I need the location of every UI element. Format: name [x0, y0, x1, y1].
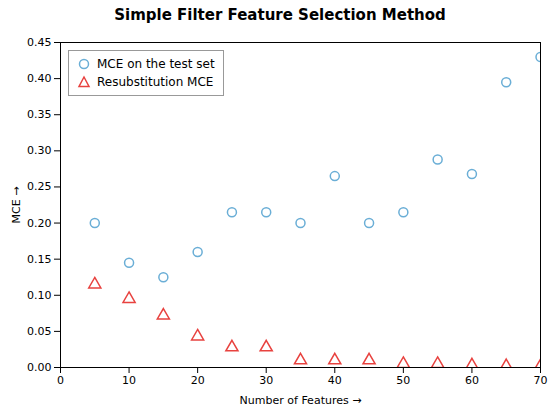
- html-text:Simple Filter Feature Selectio: Simple Filter Feature Selection Method: [114, 6, 446, 24]
- svg-text:0.20: 0.20: [27, 217, 52, 230]
- svg-text:0.10: 0.10: [27, 289, 52, 302]
- svg-text:50: 50: [396, 374, 410, 387]
- svg-text:60: 60: [465, 374, 479, 387]
- svg-text:MCE →: MCE →: [10, 187, 23, 224]
- svg-text:20: 20: [191, 374, 205, 387]
- svg-text:0.25: 0.25: [27, 180, 52, 193]
- svg-text:40: 40: [328, 374, 342, 387]
- html-text:MCE on the test set: MCE on the test set: [97, 57, 215, 71]
- svg-text:10: 10: [122, 374, 136, 387]
- html-text:Resubstitution MCE: Resubstitution MCE: [97, 75, 214, 89]
- svg-text:0.40: 0.40: [27, 72, 52, 85]
- svg-text:0: 0: [57, 374, 64, 387]
- svg-text:0.30: 0.30: [27, 144, 52, 157]
- svg-text:Number of Features →: Number of Features →: [240, 394, 362, 407]
- svg-text:0.45: 0.45: [27, 36, 52, 49]
- svg-text:0.05: 0.05: [27, 325, 52, 338]
- svg-text:70: 70: [534, 374, 548, 387]
- svg-text:30: 30: [259, 374, 273, 387]
- svg-text:0.35: 0.35: [27, 108, 52, 121]
- svg-text:0.00: 0.00: [27, 361, 52, 374]
- svg-text:0.15: 0.15: [27, 253, 52, 266]
